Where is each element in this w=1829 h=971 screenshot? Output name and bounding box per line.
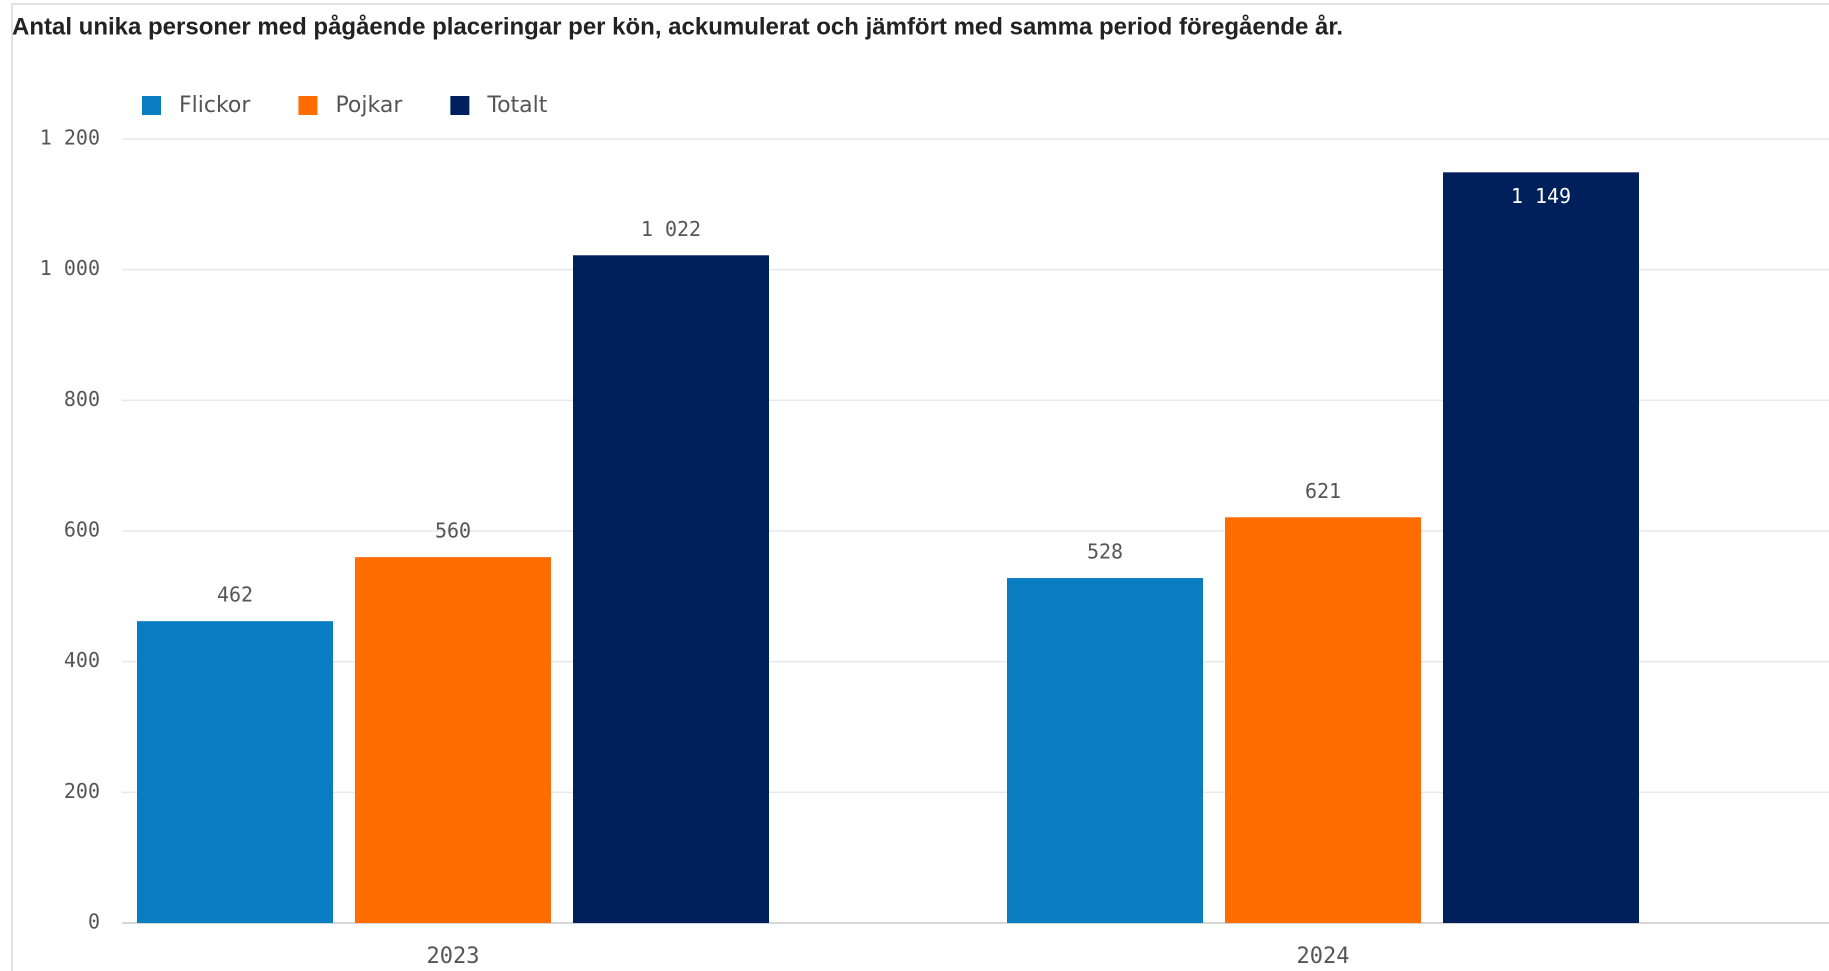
y-tick-label: 0 xyxy=(88,910,100,934)
legend-label: Flickor xyxy=(179,93,251,118)
y-tick-label: 400 xyxy=(64,648,100,672)
x-tick-label: 2023 xyxy=(427,944,480,969)
value-label: 528 xyxy=(1087,540,1123,564)
bar xyxy=(1443,172,1639,923)
y-tick-label: 600 xyxy=(64,518,100,542)
bar xyxy=(355,557,551,923)
legend-label: Pojkar xyxy=(335,93,403,118)
y-tick-label: 1 200 xyxy=(40,126,100,150)
bar xyxy=(137,621,333,923)
bar xyxy=(1007,578,1203,923)
frame xyxy=(11,3,1829,971)
bar xyxy=(573,255,769,923)
y-tick-label: 200 xyxy=(64,779,100,803)
value-label: 560 xyxy=(435,519,471,543)
legend-swatch xyxy=(298,96,318,115)
value-label: 621 xyxy=(1305,479,1341,503)
value-label: 1 149 xyxy=(1511,184,1571,208)
bar xyxy=(1225,517,1421,923)
x-tick-label: 2024 xyxy=(1297,944,1350,969)
y-tick-label: 800 xyxy=(64,387,100,411)
legend-swatch xyxy=(450,96,470,115)
legend-swatch xyxy=(142,96,161,115)
value-label: 1 022 xyxy=(641,217,701,241)
value-label: 462 xyxy=(217,583,253,607)
y-tick-label: 1 000 xyxy=(40,256,100,280)
legend-label: Totalt xyxy=(486,93,547,118)
chart-title: Antal unika personer med pågående placer… xyxy=(12,13,1343,40)
